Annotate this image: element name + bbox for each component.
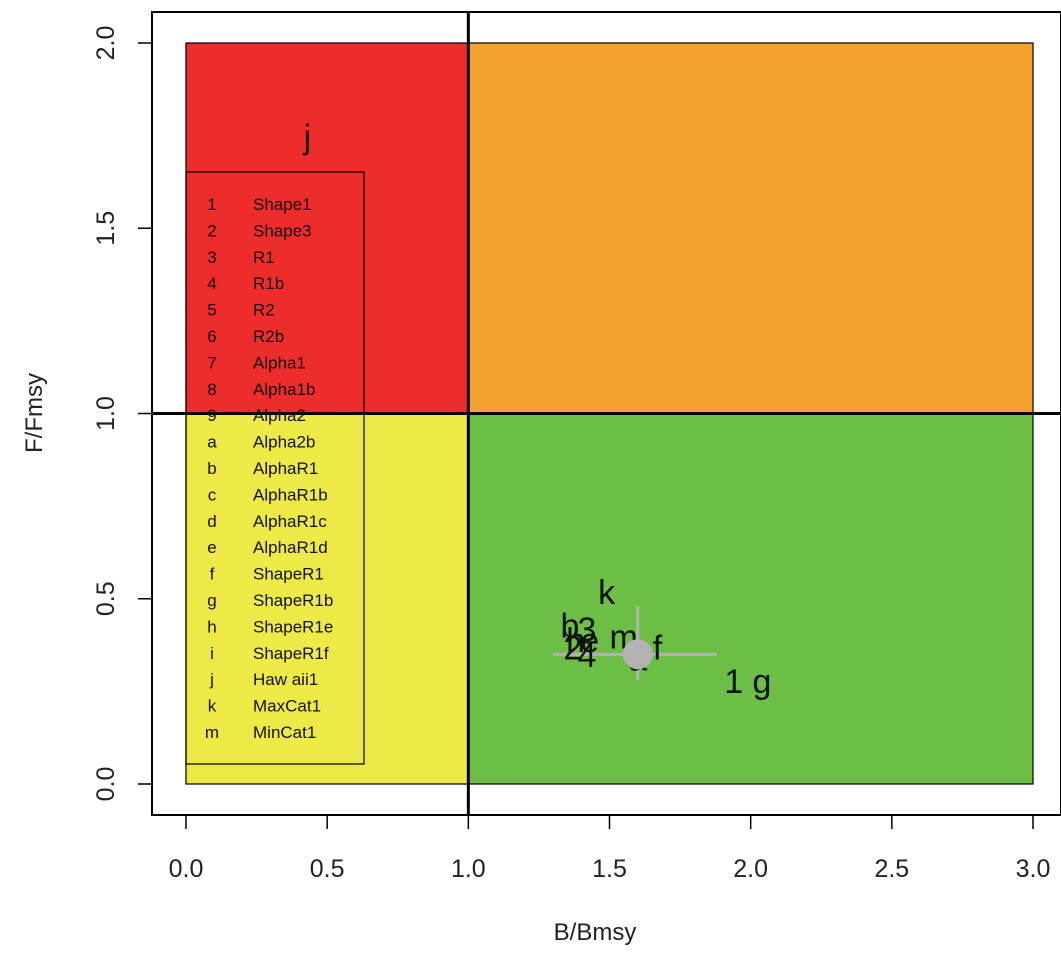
legend-label: R1b [253,274,284,293]
legend-code: 6 [207,327,216,346]
x-tick-label: 2.5 [874,855,909,883]
legend-label: ShapeR1f [253,644,329,663]
y-tick-label: 2.0 [92,26,120,61]
y-tick-label: 0.5 [92,581,120,616]
x-tick-label: 1.5 [592,855,627,883]
legend-code: 7 [207,353,216,372]
legend-box [185,171,365,765]
legend-label: ShapeR1b [253,591,333,610]
legend-label: ShapeR1e [253,617,333,636]
reference-lines [152,12,1061,815]
quadrant-healthy [467,412,1034,785]
x-tick-label: 1.0 [451,855,486,883]
x-axis-title: B/Bmsy [554,919,637,946]
legend-label: Haw aii1 [253,670,318,689]
legend-code: 4 [207,274,216,293]
x-tick-label: 0.5 [310,855,345,883]
point-label-b: b [561,607,580,645]
y-tick-label: 1.5 [92,211,120,246]
legend-label: R2 [253,301,275,320]
legend-code: 3 [207,248,216,267]
y-axis-title: F/Fmsy [21,373,48,453]
legend-code: b [207,459,216,478]
point-label-f: f [653,630,663,668]
x-tick-label: 3.0 [1016,855,1051,883]
point-label-e: e [580,622,599,660]
point-label-h: h [566,622,585,660]
legend-code: c [208,485,217,504]
point-label-3: 3 [577,611,596,649]
legend-label: MaxCat1 [253,697,321,716]
point-labels: jkb3hem24fca1g [303,118,772,701]
legend-label: Alpha2 [253,406,306,425]
quadrant-layer [185,42,1034,785]
legend-code: 5 [207,301,216,320]
legend-code: i [210,644,214,663]
legend-code: a [207,433,217,452]
legend-label: Alpha1b [253,380,315,399]
legend-label: AlphaR1 [253,459,318,478]
legend-code: 9 [207,406,216,425]
legend-code: j [209,670,214,689]
point-label-2: 2 [563,630,582,668]
quadrant-healthy-overfishing [467,42,1034,415]
summary-point [622,639,653,670]
legend-code: g [207,591,216,610]
legend-code: 1 [207,195,216,214]
legend-code: 8 [207,380,216,399]
legend-label: AlphaR1d [253,538,328,557]
legend-label: Shape3 [253,221,312,240]
legend-code: d [207,512,216,531]
legend: 1 Shape1 2 Shape3 3 R1 4 R1b 5 R2 6 R2b 7 Alpha1 8 Alph… [185,171,365,765]
y-tick-label: 1.0 [92,396,120,431]
point-label-4: 4 [577,637,596,675]
point-label-1: 1 [724,663,743,701]
x-tick-label: 2.0 [733,855,768,883]
legend-code: h [207,617,216,636]
legend-label: Alpha1 [253,353,306,372]
legend-label: ShapeR1 [253,565,324,584]
legend-label: AlphaR1b [253,485,328,504]
legend-code: f [210,565,215,584]
legend-label: MinCat1 [253,723,316,742]
legend-code: e [207,538,216,557]
quadrant-overfished-overfishing [185,42,469,415]
legend-label: Alpha2b [253,433,315,452]
x-tick-label: 0.0 [169,855,204,883]
legend-code: m [205,723,219,742]
point-label-g: g [752,663,771,701]
point-label-j: j [303,118,312,156]
legend-label: R1 [253,248,275,267]
legend-code: 2 [207,221,216,240]
y-tick-label: 0.0 [92,767,120,802]
legend-label: AlphaR1c [253,512,327,531]
legend-code: k [208,697,217,716]
legend-label: R2b [253,327,284,346]
point-label-k: k [598,574,616,612]
legend-label: Shape1 [253,195,312,214]
